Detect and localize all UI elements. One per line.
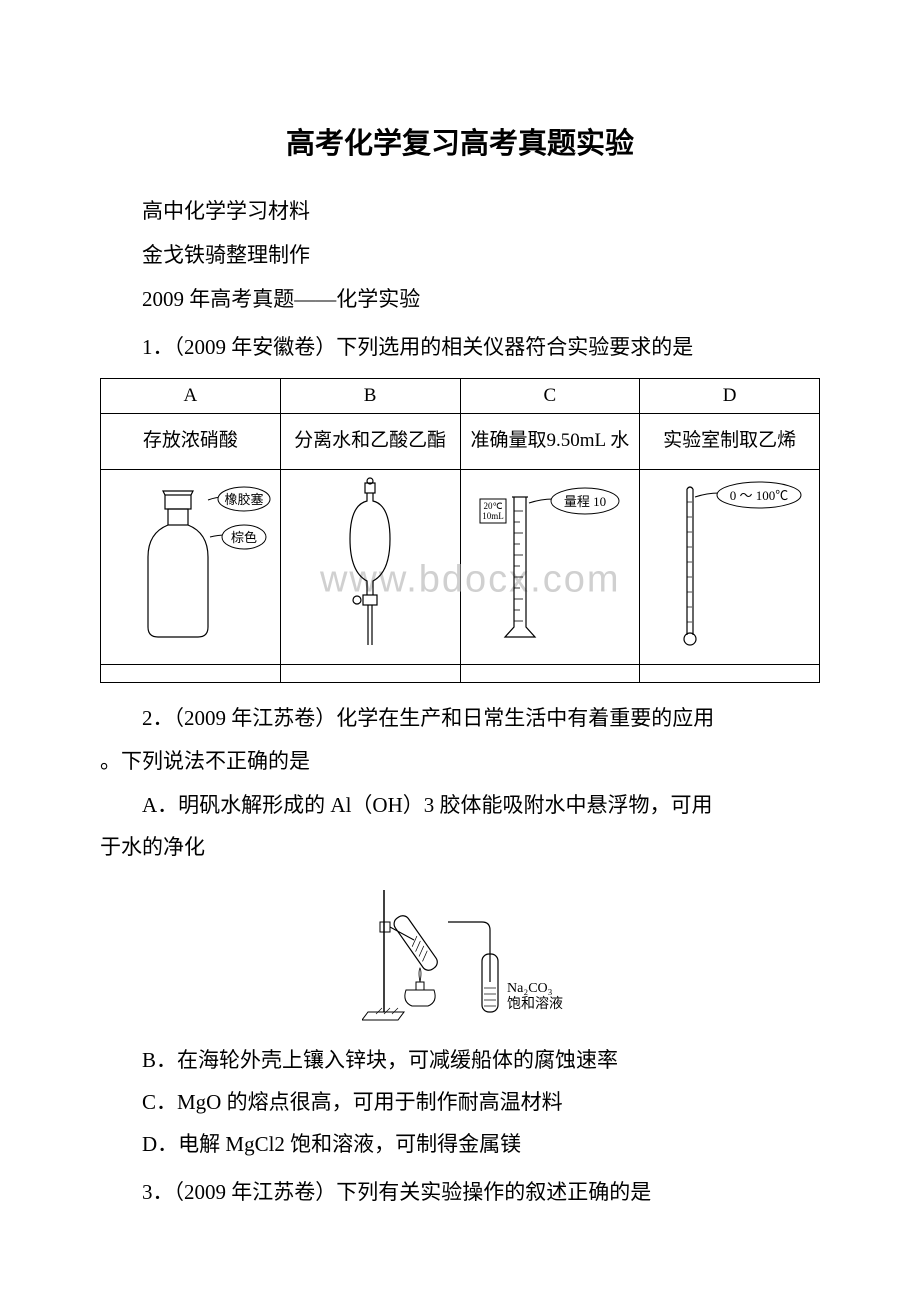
q1-fig-b bbox=[280, 469, 460, 664]
q1-desc-a: 存放浓硝酸 bbox=[101, 413, 281, 469]
q1-h-a: A bbox=[101, 378, 281, 413]
line-author: 金戈铁骑整理制作 bbox=[100, 236, 820, 276]
q1-desc-d: 实验室制取乙烯 bbox=[640, 413, 820, 469]
q2-opt-d: D．电解 MgCl2 饱和溶液，可制得金属镁 bbox=[100, 1125, 820, 1165]
q1-h-b: B bbox=[280, 378, 460, 413]
fig-label-solution: 饱和溶液 bbox=[507, 996, 563, 1012]
q1-fig-c: 20℃ 10mL bbox=[460, 469, 640, 664]
q1-desc-c: 准确量取9.50mL 水 bbox=[460, 413, 640, 469]
q2-opt-a-1: A．明矾水解形成的 Al（OH）3 胶体能吸附水中悬浮物，可用 bbox=[100, 786, 820, 826]
q1-table: A B C D 存放浓硝酸 分离水和乙酸乙酯 准确量取9.50mL 水 实验室制… bbox=[100, 378, 820, 683]
callout-rubber: 橡胶塞 bbox=[224, 492, 263, 507]
svg-text:10mL: 10mL bbox=[483, 511, 505, 521]
q1-h-d: D bbox=[640, 378, 820, 413]
question-2-line2: 。下列说法不正确的是 bbox=[100, 742, 820, 782]
line-material: 高中化学学习材料 bbox=[100, 192, 820, 232]
q2-opt-a-2: 于水的净化 bbox=[100, 828, 820, 868]
question-3: 3．（2009 年江苏卷）下列有关实验操作的叙述正确的是 bbox=[100, 1173, 820, 1213]
q1-fig-a: 橡胶塞 棕色 bbox=[101, 469, 281, 664]
q1-fig-d: 0 ～ 100℃ www.bdocx.com bbox=[640, 469, 820, 664]
line-subtitle: 2009 年高考真题——化学实验 bbox=[100, 280, 820, 320]
q1-h-c: C bbox=[460, 378, 640, 413]
svg-text:20℃: 20℃ bbox=[484, 501, 503, 511]
q2-figure: Na₂CO₃ 饱和溶液 bbox=[134, 882, 820, 1027]
callout-range: 量程 10 bbox=[564, 494, 606, 509]
question-2-line1: 2．（2009 年江苏卷）化学在生产和日常生活中有着重要的应用 bbox=[100, 699, 820, 739]
q2-opt-c: C．MgO 的熔点很高，可用于制作耐高温材料 bbox=[100, 1083, 820, 1123]
q1-desc-b: 分离水和乙酸乙酯 bbox=[280, 413, 460, 469]
q2-opt-b: B．在海轮外壳上镶入锌块，可减缓船体的腐蚀速率 bbox=[100, 1041, 820, 1081]
question-1: 1．（2009 年安徽卷）下列选用的相关仪器符合实验要求的是 bbox=[100, 328, 820, 368]
page-title: 高考化学复习高考真题实验 bbox=[100, 120, 820, 162]
callout-brown: 棕色 bbox=[231, 530, 257, 545]
callout-temp: 0 ～ 100℃ bbox=[730, 488, 789, 503]
fig-label-na2co3: Na₂CO₃ bbox=[507, 981, 553, 996]
